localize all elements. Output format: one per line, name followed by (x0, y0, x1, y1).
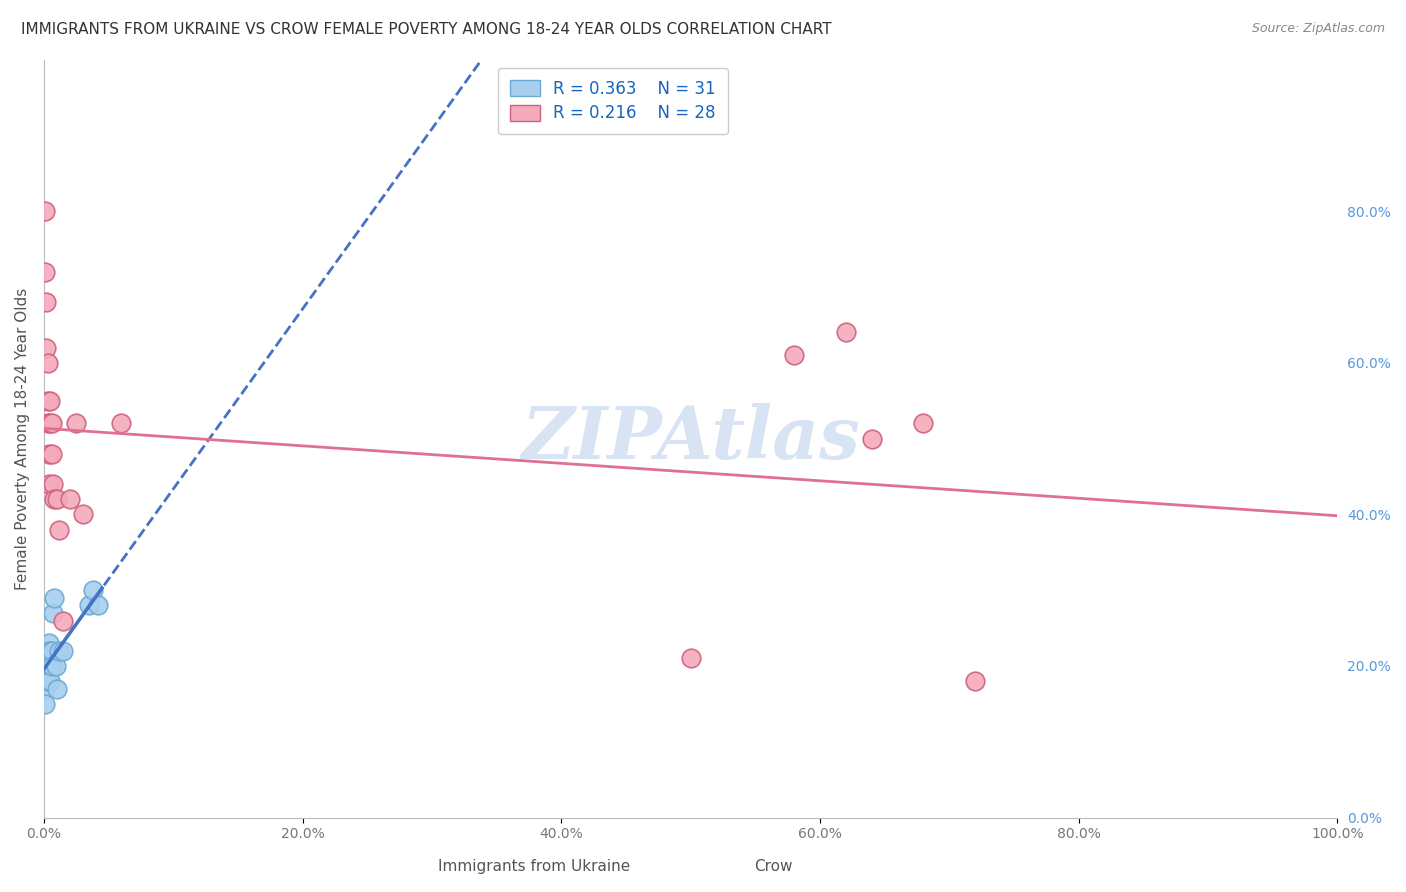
Point (912, 417, 935, 431)
Text: Crow: Crow (754, 859, 793, 874)
Point (48, 644, 70, 658)
Point (41, 417, 63, 431)
Text: IMMIGRANTS FROM UKRAINE VS CROW FEMALE POVERTY AMONG 18-24 YEAR OLDS CORRELATION: IMMIGRANTS FROM UKRAINE VS CROW FEMALE P… (21, 22, 832, 37)
Point (82, 583, 104, 598)
Point (38, 477, 60, 491)
Point (39, 417, 62, 431)
Point (37, 666, 59, 681)
Text: ZIPAtlas: ZIPAtlas (522, 403, 860, 475)
Point (37, 417, 59, 431)
Text: Source: ZipAtlas.com: Source: ZipAtlas.com (1251, 22, 1385, 36)
Point (44, 591, 66, 605)
Point (110, 417, 132, 431)
Point (35, 295, 58, 310)
Point (65, 417, 87, 431)
Point (38, 447, 60, 461)
Point (34, 681, 56, 696)
Point (37, 674, 59, 689)
Point (965, 674, 987, 689)
Point (39, 393, 62, 408)
Point (45, 492, 67, 507)
Point (41, 659, 63, 673)
Point (38, 636, 60, 650)
Point (41, 447, 63, 461)
Point (34, 674, 56, 689)
Point (72, 508, 94, 522)
Point (34, 204, 56, 219)
Point (39, 659, 62, 673)
Legend: R = 0.363    N = 31, R = 0.216    N = 28: R = 0.363 N = 31, R = 0.216 N = 28 (498, 68, 728, 134)
Point (35, 341, 58, 355)
Point (860, 432, 883, 446)
Point (38, 651, 60, 665)
Point (37, 651, 59, 665)
Point (77, 599, 100, 613)
Text: Immigrants from Ukraine: Immigrants from Ukraine (439, 859, 630, 874)
Point (783, 348, 806, 362)
Point (34, 697, 56, 711)
Point (48, 523, 70, 537)
Point (37, 659, 59, 673)
Point (34, 644, 56, 658)
Point (37, 393, 59, 408)
Point (679, 651, 702, 665)
Point (59, 492, 82, 507)
Point (37, 356, 59, 370)
Point (835, 326, 858, 340)
Point (44, 492, 66, 507)
Point (35, 666, 58, 681)
Point (87, 599, 110, 613)
Point (38, 644, 60, 658)
Point (52, 644, 75, 658)
Point (35, 659, 58, 673)
Point (44, 659, 66, 673)
Point (34, 265, 56, 279)
Y-axis label: Female Poverty Among 18-24 Year Olds: Female Poverty Among 18-24 Year Olds (15, 287, 30, 590)
Point (37, 644, 59, 658)
Point (35, 651, 58, 665)
Point (42, 477, 65, 491)
Point (39, 674, 62, 689)
Point (52, 614, 75, 628)
Point (42, 606, 65, 620)
Point (45, 681, 67, 696)
Point (34, 659, 56, 673)
Point (35, 644, 58, 658)
Point (39, 644, 62, 658)
Point (41, 644, 63, 658)
